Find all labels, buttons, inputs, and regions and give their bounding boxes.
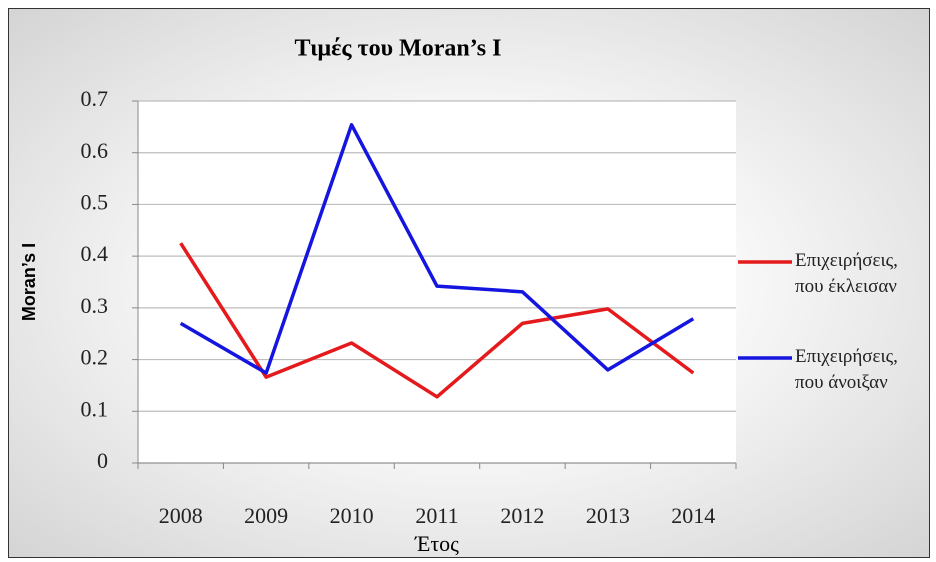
line-series <box>179 242 695 399</box>
x-tick-label: 2010 <box>330 503 374 528</box>
x-tick-label: 2012 <box>500 503 544 528</box>
x-tick-label: 2011 <box>415 503 458 528</box>
y-tick-label: 0.2 <box>81 345 109 370</box>
x-tick-label: 2013 <box>586 503 630 528</box>
y-tick-label: 0.5 <box>81 189 109 214</box>
plot-area <box>138 101 736 463</box>
y-tick-label: 0.3 <box>81 293 109 318</box>
line-series <box>179 123 695 375</box>
x-tick-label: 2009 <box>244 503 288 528</box>
y-tick-label: 0.6 <box>81 138 109 163</box>
y-tick-label: 0.1 <box>81 396 109 421</box>
legend-label: Επιχειρήσεις, που άνοιξαν <box>795 346 898 393</box>
y-tick-label: 0.4 <box>81 241 109 266</box>
legend-label: Επιχειρήσεις, που έκλεισαν <box>795 250 898 297</box>
x-tick-label: 2008 <box>159 503 203 528</box>
y-axis-label: Moran’s I <box>19 243 39 321</box>
chart-title: Τιμές του Moran’s I <box>295 36 502 62</box>
y-tick-label: 0 <box>97 448 108 473</box>
x-tick-label: 2014 <box>671 503 715 528</box>
x-axis-label: Έτος <box>414 531 459 556</box>
y-tick-label: 0.7 <box>81 86 109 111</box>
